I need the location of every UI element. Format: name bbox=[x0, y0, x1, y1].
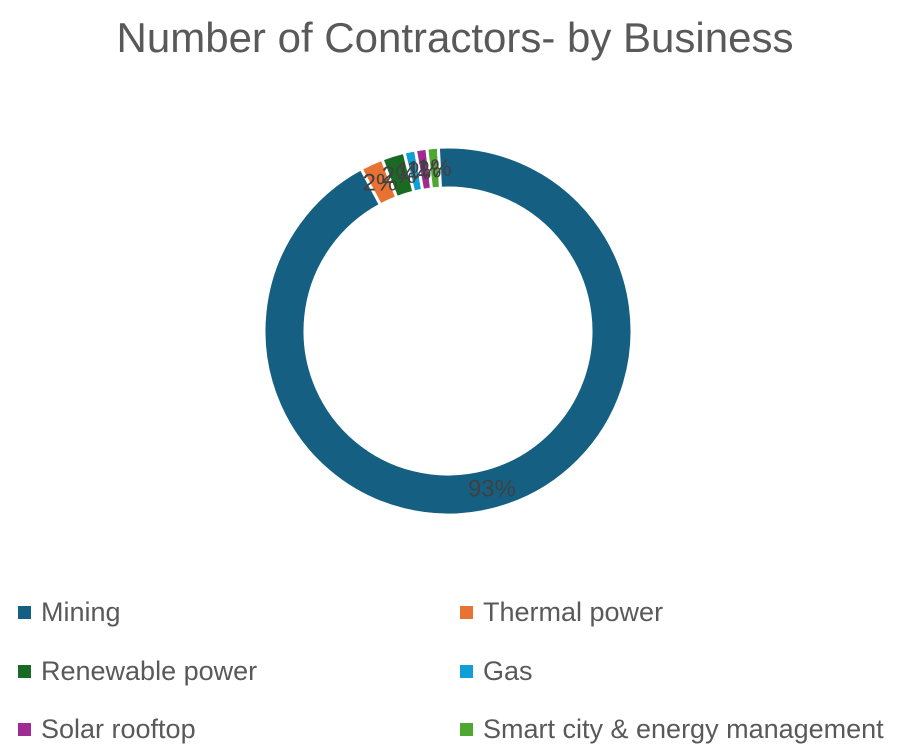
legend-item-gas: Gas bbox=[460, 651, 533, 691]
legend-swatch bbox=[460, 664, 473, 678]
legend-swatch bbox=[18, 664, 31, 678]
legend-item-renewable-power: Renewable power bbox=[18, 651, 257, 691]
legend-swatch bbox=[460, 605, 473, 619]
data-label-solar-rooftop: 1% bbox=[407, 156, 442, 183]
data-label-thermal-power: 2% bbox=[363, 169, 398, 196]
chart-legend: Mining Thermal power Renewable power Gas… bbox=[0, 588, 910, 756]
legend-label: Renewable power bbox=[41, 655, 258, 686]
legend-label: Mining bbox=[41, 596, 121, 627]
legend-swatch bbox=[18, 605, 31, 619]
legend-label: Smart city & energy management bbox=[483, 713, 884, 744]
chart-title: Number of Contractors- by Business bbox=[116, 14, 794, 61]
legend-label: Thermal power bbox=[483, 596, 664, 627]
legend-item-mining: Mining bbox=[18, 592, 121, 632]
data-label-smart-city: 1% bbox=[417, 155, 452, 182]
legend-label: Gas bbox=[483, 655, 533, 686]
data-label-renewable-power: 2% bbox=[382, 162, 417, 189]
legend-item-solar-rooftop: Solar rooftop bbox=[18, 709, 196, 749]
legend-label: Solar rooftop bbox=[41, 713, 196, 744]
donut-chart: 2%2%1%1%1%93% bbox=[262, 145, 634, 517]
data-label-mining: 93% bbox=[468, 475, 516, 502]
legend-item-smart-city: Smart city & energy management bbox=[460, 709, 884, 749]
donut-slice-mining bbox=[262, 145, 634, 517]
legend-item-thermal-power: Thermal power bbox=[460, 592, 663, 632]
data-label-gas: 1% bbox=[397, 158, 432, 185]
legend-swatch bbox=[18, 722, 31, 736]
legend-swatch bbox=[460, 722, 473, 736]
